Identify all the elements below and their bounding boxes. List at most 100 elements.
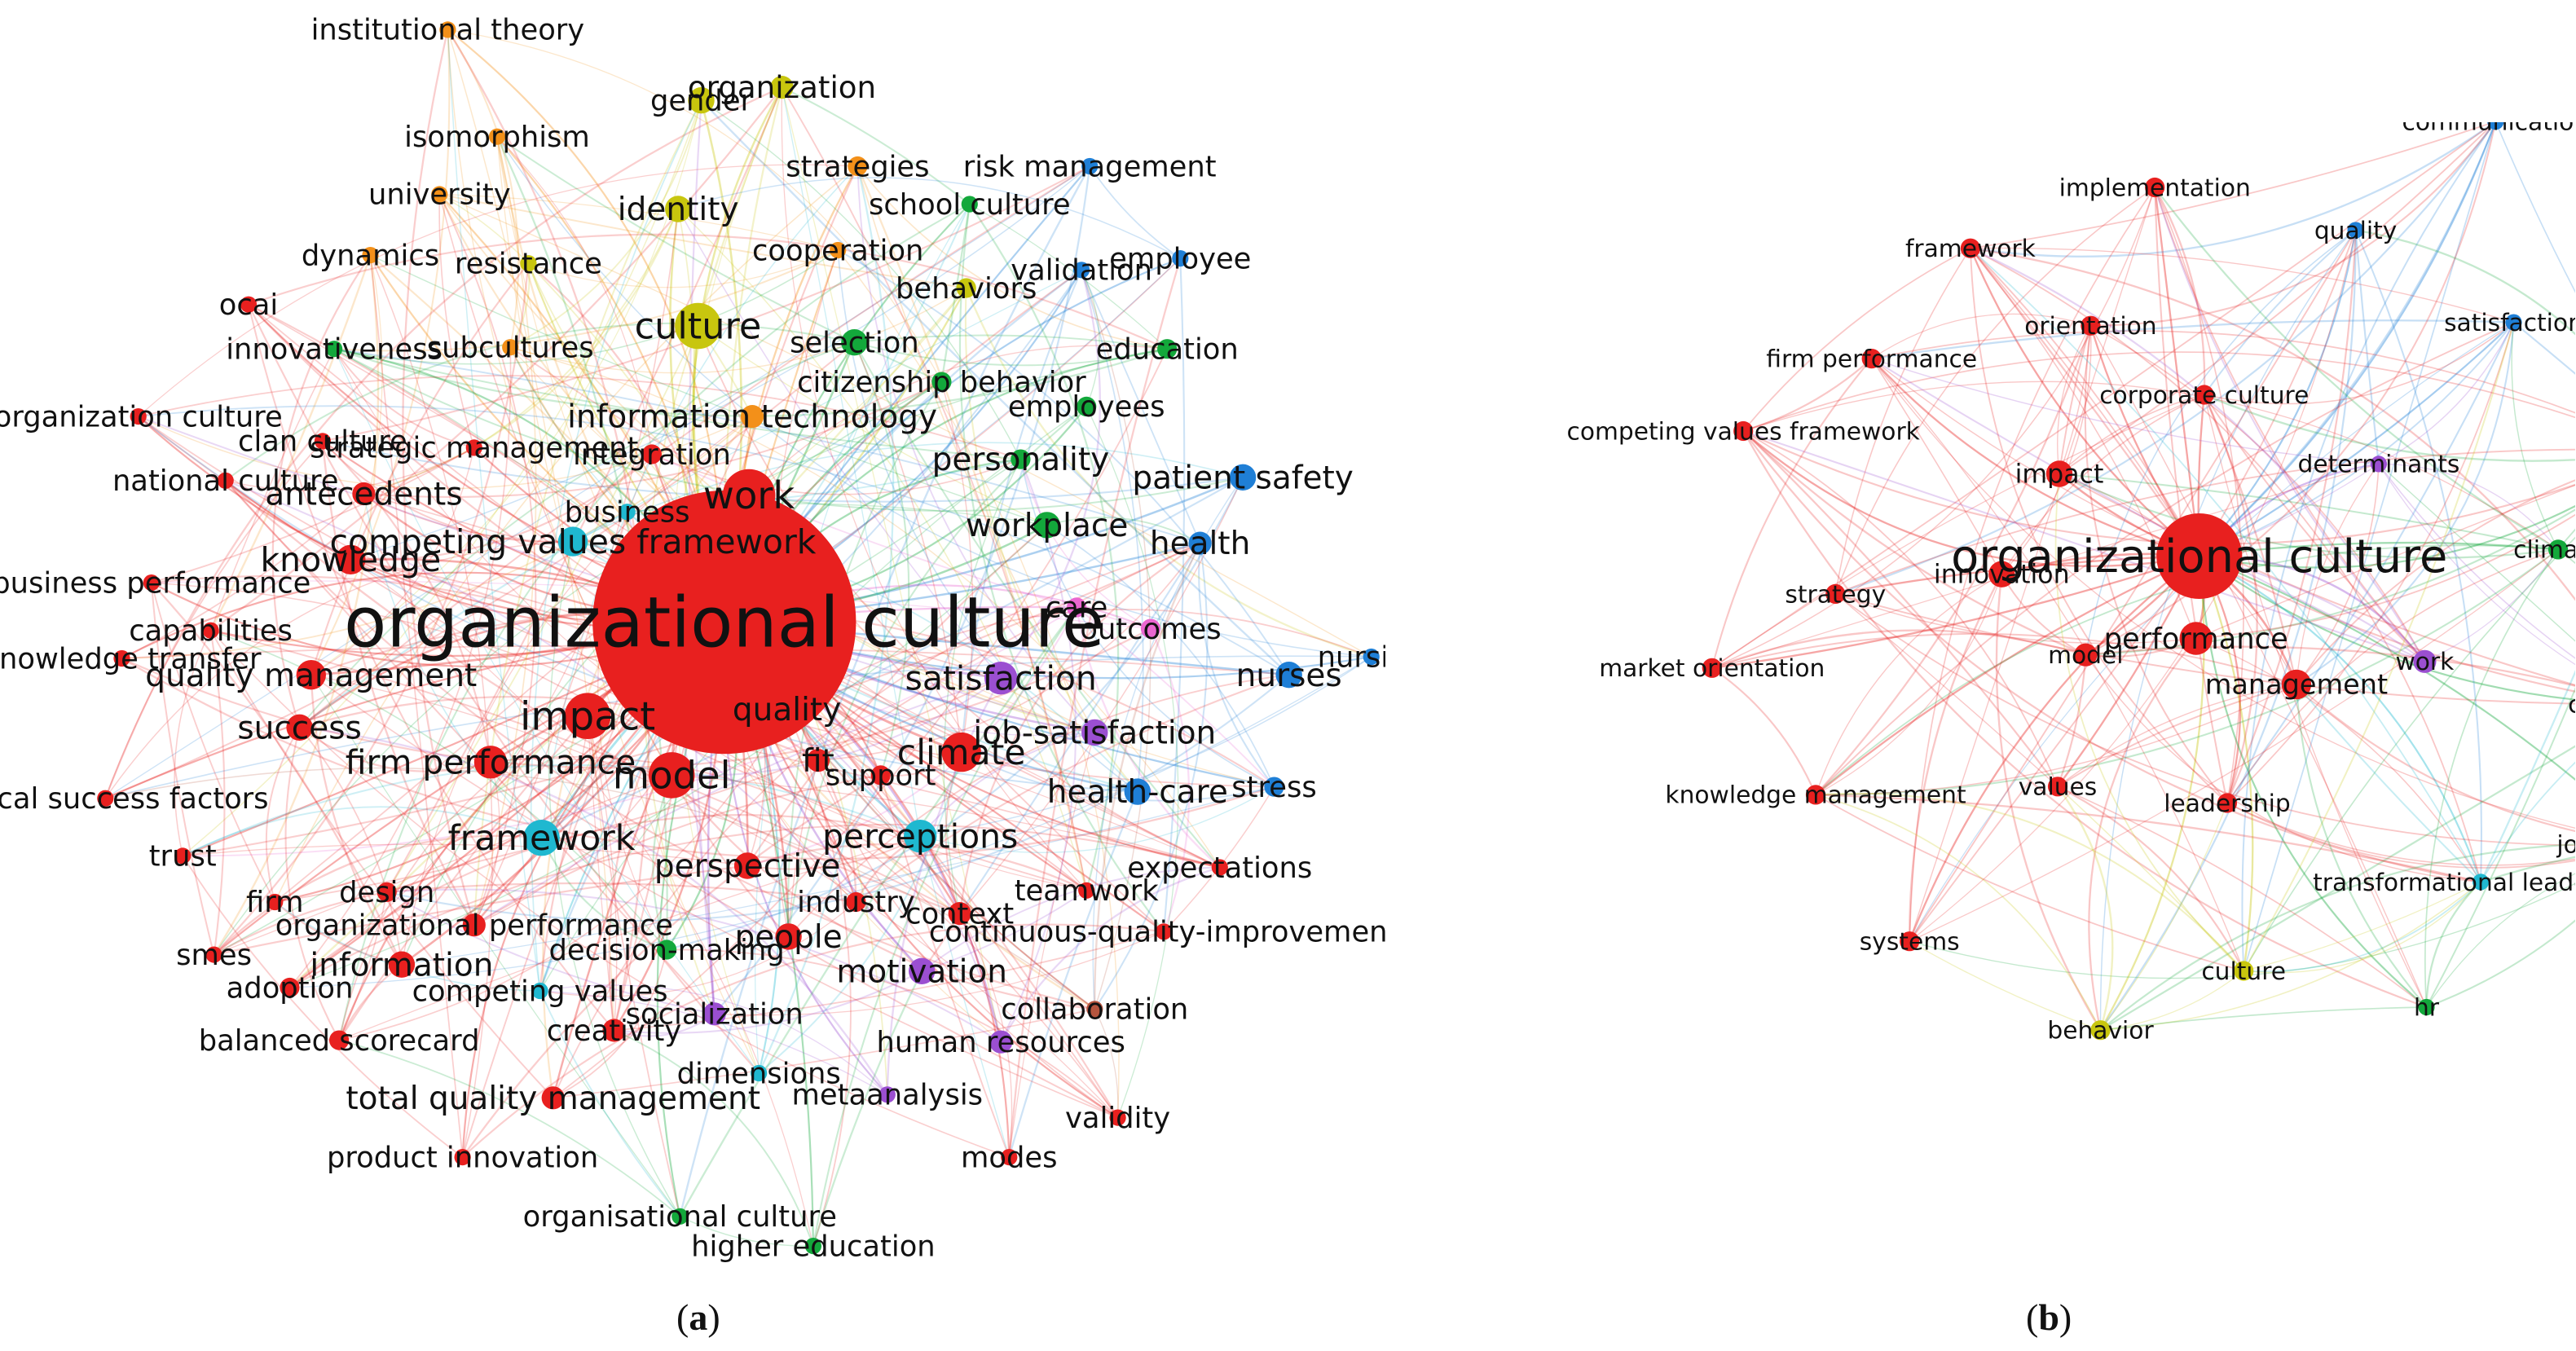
node-management [2281, 669, 2312, 700]
map-b-edge [1815, 684, 2297, 796]
map-a-edge [969, 203, 1168, 350]
map-b-edge [2199, 541, 2559, 557]
map-a-edge [509, 346, 1275, 788]
map-a-edge [677, 177, 1181, 259]
map-a-edge [1089, 165, 1181, 259]
map-a-edge [539, 984, 888, 1095]
map-a-edge [1076, 606, 1275, 788]
label-gender: gender [650, 85, 753, 118]
map-a-edge [856, 165, 1168, 350]
node-clan-culture [314, 433, 331, 450]
map-b-edge [2099, 745, 2575, 1032]
node-business [619, 504, 636, 521]
map-a-edge [265, 727, 301, 903]
node-quality-management [296, 660, 326, 690]
label-creativity: creativity [547, 1014, 682, 1048]
map-a-nodes [97, 21, 1380, 1255]
map-a-edge [338, 1039, 680, 1217]
map-a-edge [697, 86, 783, 327]
map-b-edge [2199, 321, 2515, 557]
map-a-edge [921, 890, 1087, 972]
map-a-edge [299, 726, 888, 1095]
map-b-edge [2198, 556, 2254, 971]
caption-a-letter: a [689, 1296, 708, 1338]
node-organization [770, 76, 794, 99]
map-a-edge [401, 786, 1275, 966]
node-validation [1073, 262, 1090, 279]
map-a-edge [350, 453, 653, 561]
map-b-edge [2495, 122, 2575, 293]
map-b-edge [1815, 544, 2559, 796]
map-a-edge [214, 774, 672, 956]
map-b-edge [2243, 322, 2515, 972]
map-b-edge [2354, 230, 2380, 464]
map-b-edge [1711, 394, 2205, 669]
map-b-edge [1711, 667, 1816, 795]
map-b-edge [2243, 536, 2575, 971]
map-a-edge [572, 442, 1244, 543]
label-impact: impact [520, 694, 655, 740]
label-orientation: orientation [2024, 312, 2156, 341]
map-a-edge [853, 341, 910, 776]
node-organizational-culture [592, 491, 856, 755]
node-stress [1264, 777, 1284, 797]
label-metaanalysis: metaanalysis [792, 1079, 983, 1112]
map-a-edge [1198, 543, 1275, 788]
map-a-edge [209, 86, 783, 631]
node-integration [641, 444, 663, 464]
label-commitment: commitment [2568, 691, 2575, 720]
map-a-edge [679, 165, 1091, 1217]
map-a-edge [940, 381, 974, 753]
map-a-edge [958, 542, 1201, 914]
map-b-edge [2059, 394, 2204, 475]
node-subcultures [502, 339, 519, 356]
label-dynamics: dynamics [302, 239, 439, 272]
map-b-edge [1834, 593, 2059, 787]
map-a-edge [945, 751, 962, 914]
map-b-edge [1871, 358, 2379, 465]
map-a-edge [288, 823, 1221, 988]
label-care: care [1046, 592, 1108, 625]
map-b-edge [2199, 555, 2575, 701]
node-smes [205, 946, 222, 963]
map-a-edge [274, 901, 403, 966]
label-teamwork: teamwork [1015, 874, 1160, 908]
label-cooperation: cooperation [752, 234, 923, 267]
label-management: management [2205, 669, 2388, 701]
node-information-technology [741, 405, 764, 429]
map-a-edge [817, 543, 1201, 762]
map-b-edge [2199, 504, 2575, 569]
map-b-edge [2204, 394, 2428, 1008]
node-cooperation [830, 241, 847, 259]
label-market-orientation: market orientation [1599, 654, 1825, 683]
node-expectations [1211, 859, 1228, 876]
map-b-edge [1711, 555, 2200, 669]
node-outcomes [1140, 618, 1161, 639]
map-b-edge [2057, 684, 2297, 787]
label-antecedents: antecedents [265, 477, 462, 513]
label-strategies: strategies [786, 150, 929, 183]
map-b-edge [2100, 881, 2481, 1031]
node-organisational-culture [672, 1208, 689, 1225]
map-b-edge [2424, 549, 2559, 662]
map-b-edge [1970, 247, 2481, 882]
map-b-edge [2296, 684, 2575, 833]
map-a-edge [363, 493, 543, 838]
node-hr [2418, 998, 2435, 1016]
node-values [2047, 777, 2068, 797]
map-a-edge [697, 325, 1221, 869]
map-b-edge [1815, 325, 2092, 796]
map-a-edge [438, 194, 475, 448]
map-a-edge [447, 29, 615, 1031]
label-quality-management: quality management [145, 658, 477, 694]
map-a-edge [182, 764, 921, 857]
map-a-edge [138, 375, 1021, 460]
map-a-edge [786, 709, 1221, 869]
label-motivation: motivation [836, 953, 1007, 990]
map-b-edge [2203, 229, 2357, 396]
label-context: context [905, 897, 1014, 931]
label-framework: framework [1905, 235, 2037, 263]
map-a-edge [182, 99, 702, 856]
label-model: model [613, 754, 731, 798]
map-b-edge [2203, 394, 2426, 662]
